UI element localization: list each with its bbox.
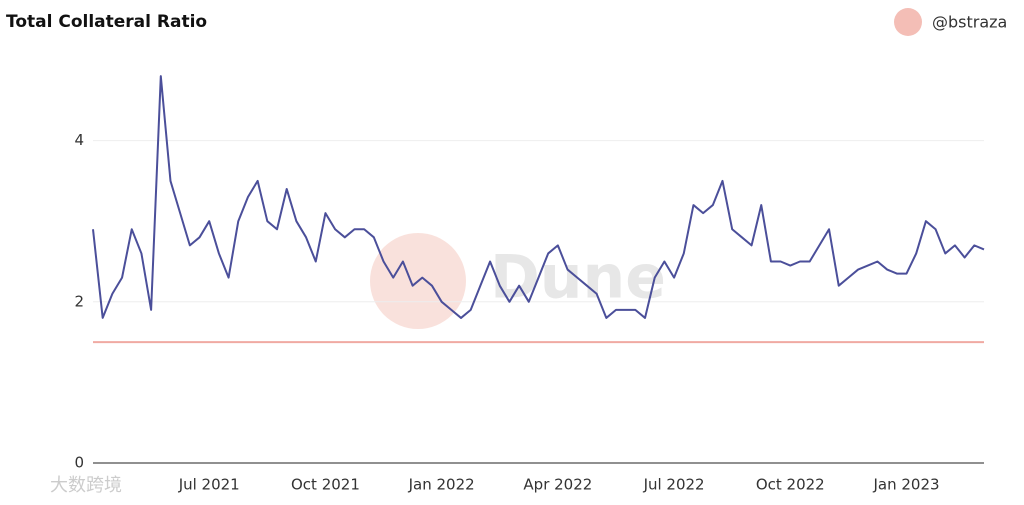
chart-title: Total Collateral Ratio [6, 12, 207, 32]
x-tick-label: Oct 2022 [756, 476, 825, 494]
y-tick-label: 2 [74, 292, 84, 310]
y-tick-label: 4 [74, 131, 84, 149]
x-tick-label: Jan 2022 [408, 476, 475, 494]
y-tick-label: 0 [74, 454, 84, 472]
x-tick-label: Apr 2022 [523, 476, 592, 494]
x-tick-label: Jul 2021 [178, 476, 240, 494]
x-tick-label: Jul 2022 [643, 476, 705, 494]
x-tick-label: Oct 2021 [291, 476, 360, 494]
author-icon [894, 8, 922, 36]
watermark: 大数跨境 [50, 475, 122, 496]
author: @bstraza [932, 13, 1007, 32]
x-tick-label: Jan 2023 [872, 476, 939, 494]
data-line [92, 75, 985, 319]
